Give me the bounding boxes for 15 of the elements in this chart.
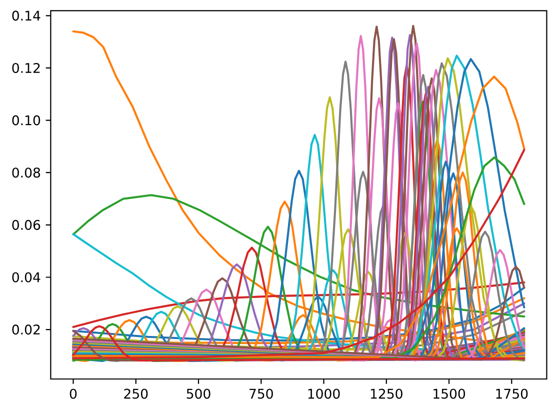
x-tick-label: 1500 [434,388,466,399]
y-tick-label: 0.04 [12,272,40,282]
y-tick-label: 0.02 [12,324,40,335]
x-tick-label: 500 [186,388,210,399]
y-tick-label: 0.14 [12,10,40,21]
y-tick-label: 0.08 [12,168,40,178]
y-tick-label: 0.06 [12,220,40,230]
x-tick-label: 1000 [308,388,340,399]
y-tick-label: 0.10 [12,115,40,126]
x-tick-label: 750 [250,388,273,399]
x-tick-label: 1750 [496,388,528,399]
x-tick-label: 1250 [370,388,402,399]
y-tick-label: 0.12 [12,62,40,74]
x-tick-label: 250 [124,388,148,399]
x-tick-label: 0 [70,388,77,399]
